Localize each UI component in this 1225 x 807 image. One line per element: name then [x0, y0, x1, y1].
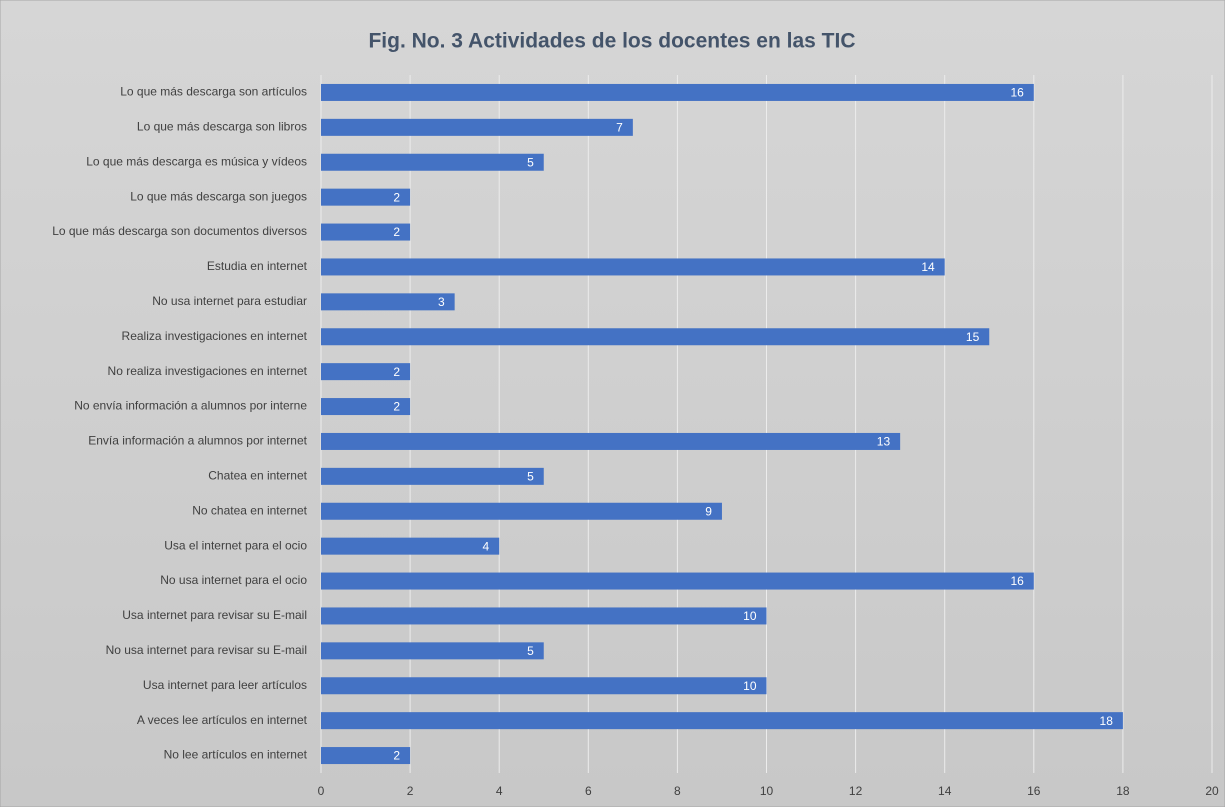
y-tick-label: Realiza investigaciones en internet	[122, 329, 308, 343]
y-tick-label: Lo que más descarga son documentos diver…	[52, 224, 307, 238]
y-tick-label: No usa internet para el ocio	[160, 573, 307, 587]
bar	[321, 293, 455, 311]
bar	[321, 677, 767, 695]
value-label: 14	[921, 260, 935, 274]
x-tick-label: 2	[407, 784, 414, 798]
y-tick-label: Lo que más descarga son artículos	[120, 85, 307, 99]
bar	[321, 537, 500, 555]
bar	[321, 712, 1123, 730]
x-tick-label: 16	[1027, 784, 1041, 798]
x-tick-label: 8	[674, 784, 681, 798]
bar	[321, 572, 1034, 590]
bar	[321, 118, 633, 136]
bar	[321, 188, 411, 206]
value-label: 10	[743, 609, 757, 623]
value-label: 13	[877, 435, 891, 449]
bar	[321, 153, 544, 171]
y-tick-label: Envía información a alumnos por internet	[88, 434, 307, 448]
value-label: 2	[393, 749, 400, 763]
bar	[321, 363, 411, 381]
x-tick-label: 6	[585, 784, 592, 798]
bar	[321, 642, 544, 660]
y-tick-label: Lo que más descarga es música y vídeos	[86, 154, 307, 168]
y-tick-label: No envía información a alumnos por inter…	[74, 399, 307, 413]
y-tick-label: Usa el internet para el ocio	[164, 538, 307, 552]
value-label: 5	[527, 644, 534, 658]
x-tick-label: 4	[496, 784, 503, 798]
value-label: 7	[616, 121, 623, 135]
y-tick-label: A veces lee artículos en internet	[137, 713, 308, 727]
bar	[321, 223, 411, 241]
bar	[321, 502, 722, 520]
x-tick-label: 20	[1205, 784, 1219, 798]
value-label: 16	[1010, 574, 1024, 588]
chart-title: Fig. No. 3 Actividades de los docentes e…	[368, 30, 855, 53]
y-tick-label: No usa internet para estudiar	[152, 294, 307, 308]
bar	[321, 467, 544, 485]
value-label: 18	[1100, 714, 1114, 728]
bar	[321, 398, 411, 416]
bar	[321, 258, 945, 276]
value-label: 15	[966, 330, 980, 344]
bar	[321, 607, 767, 625]
y-tick-label: No usa internet para revisar su E-mail	[106, 643, 307, 657]
value-label: 3	[438, 295, 445, 309]
y-tick-label: Estudia en internet	[207, 259, 308, 273]
y-tick-label: No realiza investigaciones en internet	[108, 364, 308, 378]
bar	[321, 432, 901, 450]
value-label: 5	[527, 470, 534, 484]
value-label: 2	[393, 190, 400, 204]
y-tick-label: Lo que más descarga son libros	[137, 120, 307, 134]
value-label: 10	[743, 679, 757, 693]
value-label: 9	[705, 504, 712, 518]
value-label: 5	[527, 155, 534, 169]
y-tick-label: Lo que más descarga son juegos	[130, 189, 307, 203]
y-tick-label: No chatea en internet	[192, 503, 307, 517]
y-tick-label: Usa internet para leer artículos	[143, 678, 307, 692]
y-tick-label: No lee artículos en internet	[164, 748, 308, 762]
x-tick-label: 0	[318, 784, 325, 798]
y-tick-label: Chatea en internet	[208, 469, 307, 483]
value-label: 2	[393, 365, 400, 379]
y-tick-label: Usa internet para revisar su E-mail	[122, 608, 307, 622]
value-label: 2	[393, 400, 400, 414]
x-tick-label: 12	[849, 784, 863, 798]
value-label: 16	[1010, 86, 1024, 100]
bar	[321, 328, 990, 346]
x-tick-label: 10	[760, 784, 774, 798]
value-label: 2	[393, 225, 400, 239]
x-tick-label: 14	[938, 784, 952, 798]
bar	[321, 747, 411, 765]
bar	[321, 83, 1034, 101]
value-label: 4	[483, 539, 490, 553]
x-tick-label: 18	[1116, 784, 1130, 798]
